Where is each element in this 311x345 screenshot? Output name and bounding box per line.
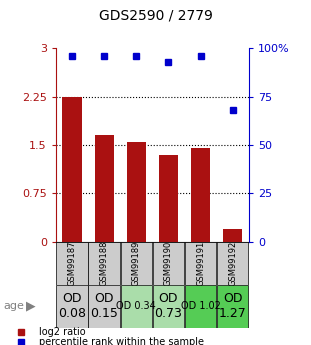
Bar	[121, 285, 152, 328]
Bar	[88, 285, 120, 328]
Text: OD
0.73: OD 0.73	[155, 292, 182, 320]
Text: log2 ratio: log2 ratio	[39, 327, 86, 336]
Bar	[56, 241, 88, 285]
Text: GSM99189: GSM99189	[132, 240, 141, 286]
Bar	[127, 142, 146, 242]
Text: GSM99188: GSM99188	[100, 240, 109, 286]
Bar	[153, 285, 184, 328]
Bar	[56, 285, 88, 328]
Bar	[185, 241, 216, 285]
Bar	[185, 285, 216, 328]
Bar	[217, 285, 248, 328]
Text: GDS2590 / 2779: GDS2590 / 2779	[99, 9, 212, 23]
Text: GSM99191: GSM99191	[196, 240, 205, 286]
Bar	[153, 241, 184, 285]
Text: percentile rank within the sample: percentile rank within the sample	[39, 337, 204, 345]
Bar	[63, 97, 82, 242]
Text: age: age	[3, 301, 24, 311]
Text: OD
0.08: OD 0.08	[58, 292, 86, 320]
Text: GSM99192: GSM99192	[228, 240, 237, 286]
Text: OD 1.02: OD 1.02	[181, 301, 220, 311]
Text: GSM99187: GSM99187	[67, 240, 77, 286]
Bar	[159, 155, 178, 242]
Bar	[223, 229, 242, 242]
Text: OD
0.15: OD 0.15	[90, 292, 118, 320]
Text: ▶: ▶	[26, 299, 36, 313]
Text: GSM99190: GSM99190	[164, 240, 173, 286]
Text: OD
1.27: OD 1.27	[219, 292, 247, 320]
Bar	[95, 135, 114, 242]
Bar	[217, 241, 248, 285]
Bar	[191, 148, 210, 242]
Bar	[121, 241, 152, 285]
Text: OD 0.34: OD 0.34	[116, 301, 156, 311]
Bar	[88, 241, 120, 285]
